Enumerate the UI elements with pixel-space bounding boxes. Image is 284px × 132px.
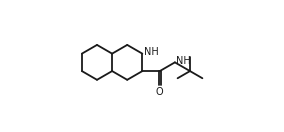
Text: O: O (156, 87, 164, 97)
Text: NH: NH (144, 47, 159, 57)
Text: NH: NH (176, 56, 191, 66)
